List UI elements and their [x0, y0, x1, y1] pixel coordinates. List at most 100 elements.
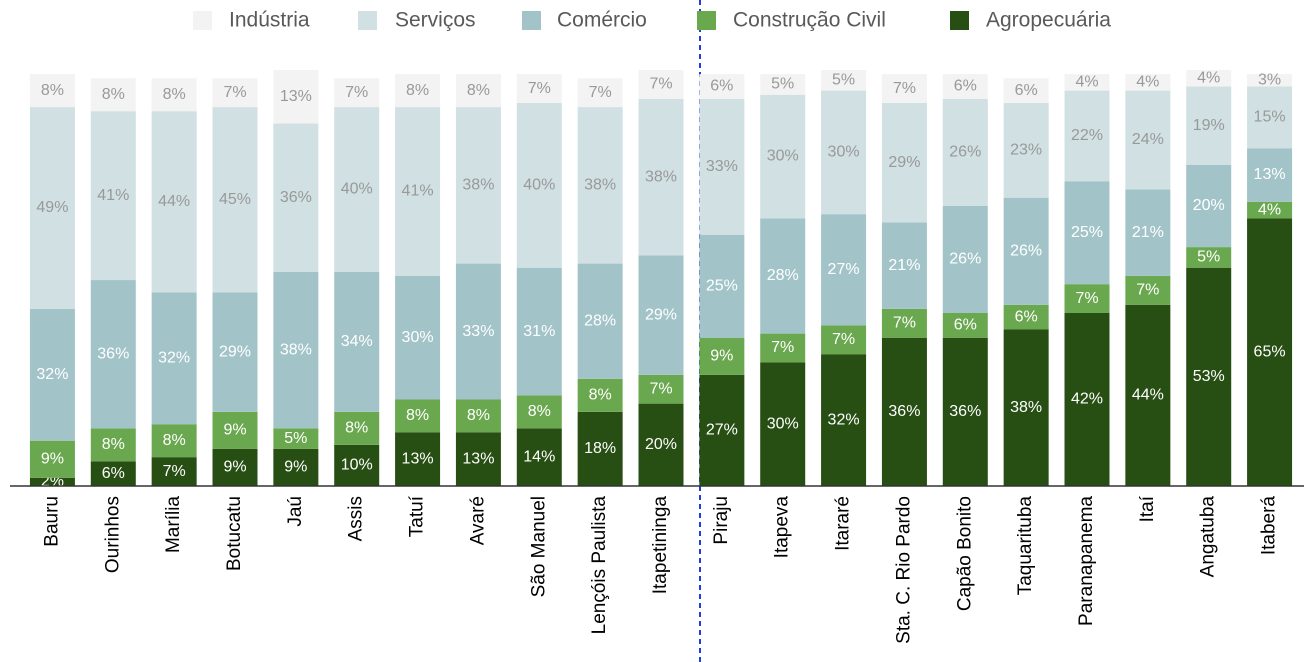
data-label: 5%	[771, 76, 794, 93]
data-label: 29%	[645, 306, 677, 323]
data-label: 7%	[832, 331, 855, 348]
data-label: 27%	[706, 422, 738, 439]
bar-segment	[638, 255, 684, 375]
data-label: 29%	[888, 154, 920, 171]
data-label: 20%	[645, 436, 677, 453]
legend-swatch	[358, 11, 377, 30]
data-label: 29%	[219, 343, 251, 360]
data-label: 25%	[706, 277, 738, 294]
bar-segment	[638, 403, 684, 486]
data-label: 8%	[102, 86, 125, 103]
legend-label: Construção Civil	[733, 9, 886, 32]
bar-segment	[821, 214, 867, 326]
x-tick-label: Itaberá	[1259, 496, 1280, 556]
data-label: 36%	[888, 403, 920, 420]
bar-segment	[29, 308, 75, 441]
bar-segment	[760, 362, 806, 486]
bar-segment	[577, 263, 623, 379]
data-label: 4%	[1136, 74, 1159, 91]
data-label: 30%	[828, 144, 860, 161]
bar-segment	[821, 70, 867, 91]
bar-segment	[334, 271, 380, 412]
data-label: 27%	[828, 261, 860, 278]
data-label: 44%	[158, 193, 190, 210]
bar-segment	[516, 395, 562, 429]
x-tick-label: Jaú	[285, 496, 306, 527]
data-label: 8%	[589, 387, 612, 404]
bar-segment	[334, 107, 380, 272]
data-label: 36%	[97, 345, 129, 362]
bar-segment	[273, 123, 319, 272]
data-label: 31%	[523, 323, 555, 340]
x-tick-label: Angatuba	[1198, 496, 1219, 578]
data-label: 19%	[1193, 117, 1225, 134]
bar-segment	[881, 308, 927, 338]
bar-segment	[455, 399, 501, 433]
bar-segment	[638, 98, 684, 256]
bar-segment	[699, 337, 745, 375]
x-tick-label: Sta. C. Rio Pardo	[893, 496, 914, 644]
data-label: 7%	[345, 84, 368, 101]
bar-segment	[212, 107, 258, 293]
legend-swatch	[697, 11, 716, 30]
bar-segment	[516, 428, 562, 486]
data-label: 33%	[462, 323, 494, 340]
bar-segment	[577, 411, 623, 486]
data-label: 32%	[158, 350, 190, 367]
legend-label: Agropecuária	[986, 9, 1111, 32]
bar-segment	[455, 107, 501, 264]
bar-segment	[1064, 284, 1110, 314]
x-tick-label: Ourinhos	[102, 496, 123, 573]
bar-segment	[90, 461, 136, 486]
data-label: 5%	[1197, 249, 1220, 266]
bar-segment	[821, 90, 867, 215]
bar-segment	[1186, 86, 1232, 165]
data-label: 33%	[706, 158, 738, 175]
data-label: 7%	[649, 76, 672, 93]
bar-segment	[395, 74, 441, 108]
data-label: 36%	[280, 189, 312, 206]
data-label: 44%	[1132, 387, 1164, 404]
data-label: 9%	[223, 459, 246, 476]
data-label: 25%	[1071, 224, 1103, 241]
data-label: 38%	[280, 341, 312, 358]
x-tick-label: Itararé	[833, 496, 854, 551]
data-label: 8%	[467, 407, 490, 424]
x-tick-label: Piraju	[711, 496, 732, 545]
legend-swatch	[193, 11, 212, 30]
bar-segment	[1003, 102, 1049, 198]
bar-segment	[29, 477, 75, 486]
bar-segment	[395, 275, 441, 400]
bar-segment	[577, 378, 623, 412]
data-label: 26%	[949, 251, 981, 268]
data-label: 49%	[36, 199, 68, 216]
data-label: 8%	[406, 82, 429, 99]
bar-segment	[942, 205, 988, 314]
data-label: 8%	[102, 436, 125, 453]
data-label: 6%	[102, 465, 125, 482]
bar-segment	[699, 98, 745, 235]
data-label: 7%	[223, 84, 246, 101]
data-label: 30%	[767, 415, 799, 432]
bar-segment	[29, 440, 75, 478]
bar-segment	[1125, 189, 1171, 276]
x-tick-label: Avaré	[467, 496, 488, 545]
bar-segment	[29, 74, 75, 108]
bar-segment	[90, 280, 136, 429]
legend-swatch	[950, 11, 969, 30]
bar-segment	[90, 78, 136, 112]
legend-label: Serviços	[395, 9, 476, 32]
data-label: 9%	[223, 422, 246, 439]
data-label: 7%	[649, 380, 672, 397]
data-label: 32%	[36, 366, 68, 383]
data-label: 28%	[584, 312, 616, 329]
data-label: 40%	[523, 177, 555, 194]
bar-segment	[942, 98, 988, 206]
bar-segment	[516, 102, 562, 268]
data-label: 38%	[462, 177, 494, 194]
bar-segment	[29, 107, 75, 309]
data-label: 28%	[767, 267, 799, 284]
bar-segment	[1186, 164, 1232, 248]
data-label: 38%	[645, 168, 677, 185]
bar-segment	[821, 354, 867, 486]
